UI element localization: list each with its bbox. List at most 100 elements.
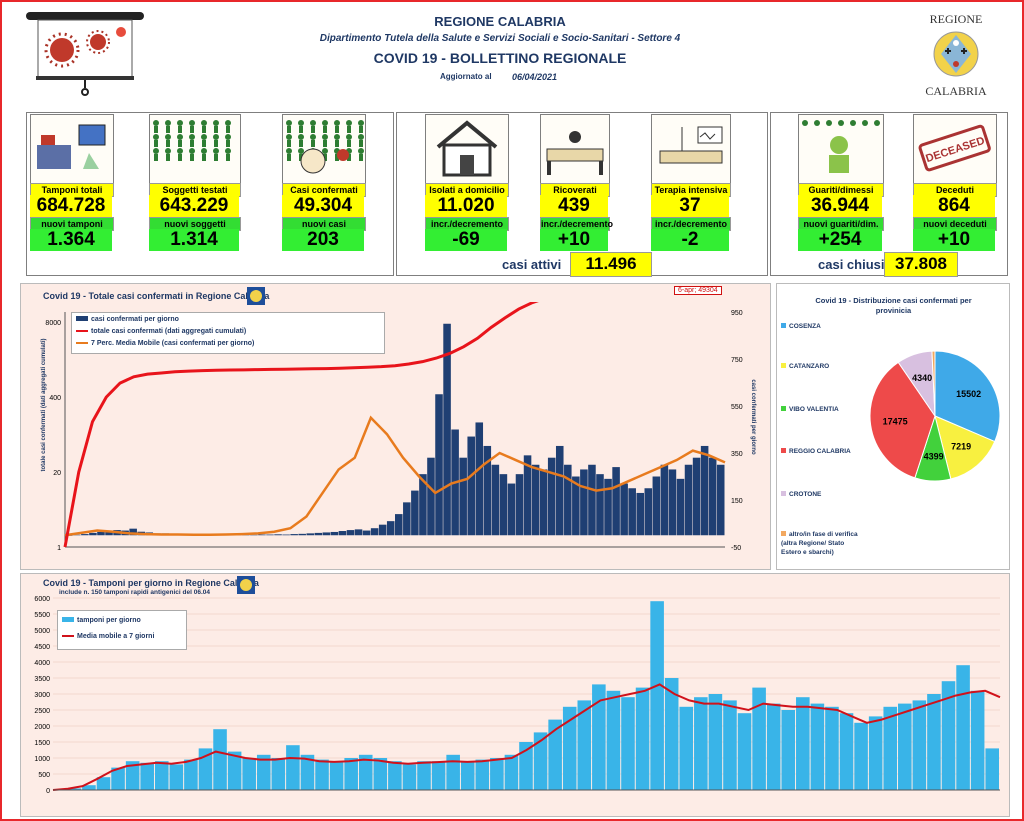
- tests-bar: [592, 684, 606, 790]
- tests-bar: [388, 761, 402, 790]
- y-tick-label: 5000: [34, 628, 50, 635]
- tests-chart-title: Covid 19 - Tamponi per giorno in Regione…: [43, 578, 259, 588]
- tests-bar: [708, 694, 723, 790]
- legend-swatch: [781, 491, 786, 496]
- province-pie-chart: 15502 7219 4399 17475 4340 369: [869, 346, 1001, 482]
- tests-bar: [562, 706, 577, 790]
- daily-cases-bar: [81, 534, 89, 536]
- tests-per-day-panel: Covid 19 - Tamponi per giorno in Regione…: [20, 573, 1010, 817]
- daily-cases-bar: [258, 534, 266, 536]
- tests-bar: [475, 759, 490, 790]
- tests-bar: [227, 751, 242, 790]
- daily-cases-bar: [427, 457, 435, 536]
- card-sub-value: -69: [425, 229, 507, 251]
- card-value: 643.229: [149, 195, 239, 217]
- daily-cases-bar: [459, 457, 467, 536]
- y-tick-label: 6000: [34, 596, 50, 603]
- region-logo: REGIONE CALABRIA: [918, 12, 994, 98]
- tests-bar: [694, 697, 708, 790]
- daily-cases-bar: [580, 469, 588, 536]
- daily-cases-bar: [531, 464, 540, 536]
- pie-slice-label: 369: [926, 346, 941, 348]
- daily-cases-bar: [564, 464, 572, 536]
- daily-cases-bar: [89, 532, 97, 536]
- tests-chart-subtitle: include n. 150 tamponi rapidi antigenici…: [59, 589, 210, 596]
- pie-slice-label: 7219: [951, 442, 971, 452]
- right-tick-label: 350: [731, 451, 743, 458]
- lab-equipment-icon: [30, 114, 114, 184]
- pie-chart-title: Covid 19 - Distribuzione casi confermati…: [815, 296, 972, 315]
- pie-legend-item: REGGIO CALABRIA: [781, 447, 867, 456]
- daily-cases-bar: [274, 534, 282, 536]
- legend-swatch: [781, 406, 786, 411]
- logo-text-bottom: CALABRIA: [925, 84, 987, 98]
- tests-bar: [839, 713, 854, 790]
- daily-cases-bar: [370, 528, 379, 536]
- tests-bar: [96, 777, 111, 790]
- tests-bar: [169, 764, 184, 790]
- daily-cases-bar: [547, 457, 556, 536]
- daily-cases-bar: [555, 445, 564, 536]
- tests-bar: [766, 703, 781, 790]
- tests-bar: [402, 764, 417, 790]
- card-value: 49.304: [282, 195, 364, 217]
- daily-cases-bar: [129, 528, 137, 536]
- pie-legend-item: CROTONE: [781, 490, 867, 499]
- daily-cases-bar: [354, 529, 363, 536]
- daily-cases-bar: [467, 436, 475, 536]
- y-tick-label: 4000: [34, 660, 50, 667]
- daily-cases-bar: [105, 531, 113, 536]
- region-title: REGIONE CALABRIA: [434, 14, 566, 29]
- legend-daily-cases: casi confermati per giorno: [76, 316, 179, 323]
- tests-bar: [548, 719, 562, 790]
- tests-bar: [868, 716, 883, 790]
- tests-bar: [664, 678, 679, 790]
- daily-cases-bar: [378, 524, 387, 536]
- cumulative-cases-chart-panel: Covid 19 - Totale casi confermati in Reg…: [20, 283, 771, 570]
- card-sub-value: +254: [798, 229, 882, 251]
- tests-bar: [985, 748, 999, 790]
- daily-cases-bar: [97, 531, 105, 536]
- daily-cases-bar: [515, 474, 524, 536]
- tests-bar: [300, 754, 315, 790]
- card-sub-value: +10: [913, 229, 995, 251]
- daily-cases-bar: [628, 488, 636, 536]
- logo-text-top: REGIONE: [929, 12, 983, 26]
- active-cases-label: casi attivi: [502, 257, 562, 272]
- left-tick-label: 8000: [45, 320, 61, 327]
- recovered-person-icon: [798, 114, 884, 184]
- daily-cases-bar: [386, 521, 395, 536]
- tests-bar: [650, 601, 664, 790]
- daily-cases-bar: [346, 530, 355, 536]
- daily-cases-bar: [668, 469, 677, 536]
- tests-bar: [125, 761, 140, 790]
- daily-cases-bar: [636, 492, 645, 536]
- legend-swatch: [781, 531, 786, 536]
- y-tick-label: 4500: [34, 644, 50, 651]
- card-sub-value: 1.364: [30, 229, 112, 251]
- legend-label: REGGIO CALABRIA: [789, 448, 851, 455]
- tests-bar: [577, 700, 592, 790]
- daily-cases-bar: [684, 464, 693, 536]
- tests-bar: [490, 758, 504, 790]
- daily-cases-bar: [539, 469, 548, 536]
- daily-cases-bar: [330, 531, 339, 536]
- pie-slice: [869, 361, 936, 479]
- daily-cases-bar: [708, 457, 717, 536]
- daily-cases-bar: [419, 474, 427, 536]
- hospital-bed-icon: [540, 114, 610, 184]
- daily-cases-bar: [443, 323, 451, 536]
- daily-cases-bar: [612, 467, 620, 536]
- tests-bar: [898, 703, 912, 790]
- legend-swatch: [781, 323, 786, 328]
- icu-bed-icon: [651, 114, 731, 184]
- cumulative-cases-line: [63, 302, 539, 548]
- daily-cases-bar: [411, 490, 419, 536]
- tests-bar: [67, 788, 82, 790]
- cumulative-cases-chart: 8000 400 20 1 950 750 550 350 150 -50: [45, 302, 743, 552]
- daily-cases-bar: [290, 534, 298, 536]
- daily-cases-bar: [644, 488, 653, 536]
- daily-cases-bar: [250, 534, 258, 536]
- pie-slice: [934, 415, 996, 480]
